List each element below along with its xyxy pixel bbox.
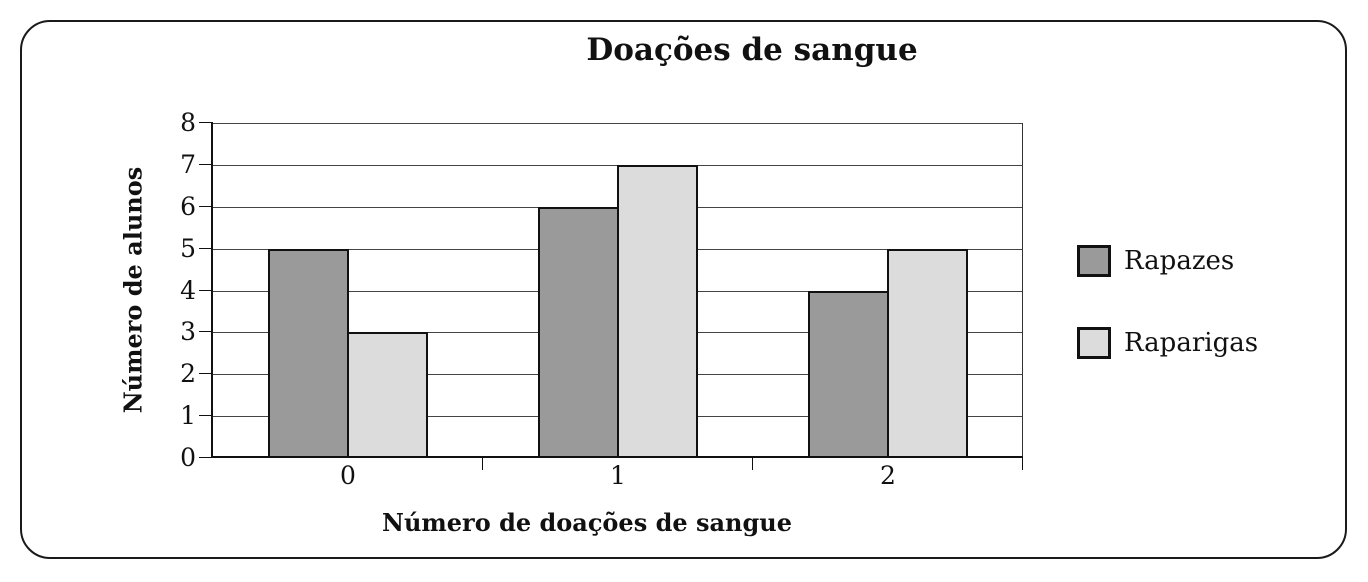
chart-title: Doações de sangue (586, 32, 918, 68)
y-tick-6 (199, 205, 213, 207)
y-tick-label-2: 2 (180, 359, 196, 389)
y-tick-label-4: 4 (180, 275, 196, 305)
y-tick-label-7: 7 (180, 149, 196, 179)
x-tick-label-0: 0 (340, 461, 356, 490)
y-tick-label-3: 3 (180, 317, 196, 347)
x-tick-boundary-1 (482, 458, 483, 470)
bar-rapazes-cat-0 (268, 248, 350, 458)
y-tick-4 (199, 289, 213, 291)
y-tick-0 (199, 457, 213, 458)
y-tick-label-5: 5 (180, 233, 196, 263)
bar-raparigas-cat-1 (616, 164, 698, 458)
bar-raparigas-cat-0 (346, 332, 428, 458)
y-tick-3 (199, 331, 213, 333)
y-tick-label-0: 0 (180, 443, 196, 472)
legend-label-raparigas: Raparigas (1124, 328, 1259, 358)
y-tick-label-1: 1 (180, 401, 196, 431)
legend-swatch-rapazes (1077, 245, 1111, 277)
x-tick-label-1: 1 (610, 461, 626, 490)
bar-rapazes-cat-2 (808, 290, 890, 458)
gridline-8 (213, 123, 1023, 124)
y-tick-label-8: 8 (180, 108, 196, 137)
x-tick-boundary-2 (752, 458, 753, 470)
y-tick-5 (199, 247, 213, 249)
x-tick-boundary-3 (1022, 458, 1023, 470)
chart-frame-border (20, 20, 1347, 559)
y-axis-title: Número de alunos (118, 166, 148, 414)
legend-item-raparigas: Raparigas (1077, 327, 1258, 359)
y-tick-8 (199, 122, 213, 123)
y-tick-7 (199, 163, 213, 165)
legend-label-rapazes: Rapazes (1124, 246, 1235, 276)
y-tick-label-6: 6 (180, 191, 196, 221)
x-tick-label-2: 2 (880, 461, 896, 490)
bar-raparigas-cat-2 (886, 248, 968, 458)
y-tick-1 (199, 415, 213, 417)
x-axis-title: Número de doações de sangue (382, 508, 792, 537)
y-tick-2 (199, 373, 213, 375)
legend-swatch-raparigas (1077, 327, 1111, 359)
plot-right-border (1021, 123, 1023, 458)
legend-item-rapazes: Rapazes (1077, 245, 1234, 277)
y-axis-line (211, 123, 213, 458)
bar-rapazes-cat-1 (538, 206, 620, 458)
